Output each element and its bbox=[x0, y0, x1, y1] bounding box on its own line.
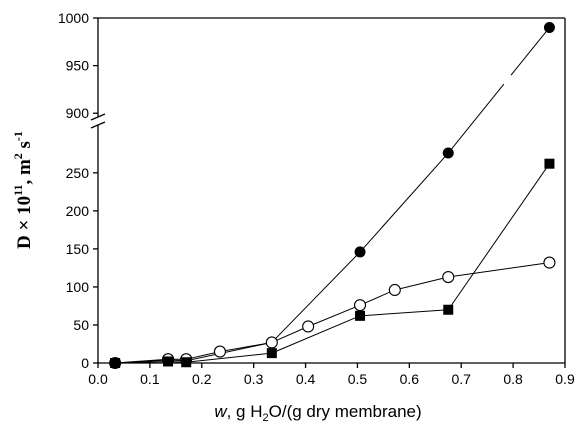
series-segment bbox=[359, 152, 449, 253]
y-axis-ticks: 0 50 100 150 200 250 900 950 1000 bbox=[58, 10, 98, 371]
x-label-pre: , g H bbox=[227, 402, 263, 421]
data-point bbox=[443, 304, 454, 315]
x-tick-label: 0.8 bbox=[503, 371, 523, 387]
x-tick-label: 0.9 bbox=[555, 371, 575, 387]
axis-break-mark bbox=[90, 113, 106, 129]
series-segment bbox=[394, 276, 449, 291]
series-segment bbox=[448, 262, 550, 278]
series-segment bbox=[186, 352, 272, 363]
series-segment bbox=[447, 163, 550, 311]
data-point bbox=[163, 356, 174, 367]
series-segment bbox=[307, 304, 361, 327]
x-tick-label: 0.7 bbox=[451, 371, 471, 387]
data-point bbox=[353, 299, 367, 312]
y-tick-label: 50 bbox=[73, 317, 89, 333]
y-tick-label: 200 bbox=[66, 203, 90, 219]
x-tick-label: 0.3 bbox=[244, 371, 264, 387]
x-label-italic: w bbox=[214, 402, 228, 421]
series-segment bbox=[219, 341, 272, 353]
data-point bbox=[110, 358, 121, 368]
y-axis-label: D × 1011, m2 s-1 bbox=[11, 131, 35, 249]
plot-frame bbox=[97, 17, 566, 364]
y-tick-label: 1000 bbox=[58, 10, 89, 26]
data-point bbox=[388, 283, 401, 297]
y-label-a: D × 10 bbox=[14, 196, 35, 249]
data-point bbox=[544, 158, 555, 169]
series-markers bbox=[109, 22, 556, 370]
data-point bbox=[442, 147, 454, 159]
x-tick-label: 0.5 bbox=[348, 371, 368, 387]
series-segment bbox=[271, 315, 361, 354]
data-point bbox=[354, 246, 366, 258]
data-point bbox=[543, 22, 555, 34]
data-point bbox=[355, 310, 366, 321]
data-point bbox=[302, 320, 315, 333]
series-segment bbox=[115, 360, 169, 364]
x-axis-ticks: 0.0 0.1 0.2 0.3 0.4 0.5 0.6 0.7 0.8 0.9 bbox=[88, 363, 575, 387]
data-point bbox=[265, 336, 278, 349]
data-point bbox=[213, 345, 226, 358]
y-tick-label: 250 bbox=[66, 165, 90, 181]
y-label-sup3: -1 bbox=[11, 131, 25, 141]
y-label-c: s bbox=[14, 141, 35, 153]
x-tick-label: 0.6 bbox=[400, 371, 420, 387]
y-tick-label: 950 bbox=[66, 58, 90, 74]
x-axis-label: w, g H2O/(g dry membrane) bbox=[214, 402, 421, 424]
x-tick-label: 0.4 bbox=[296, 371, 316, 387]
data-point bbox=[442, 270, 455, 284]
series-segment bbox=[359, 289, 396, 306]
data-point bbox=[181, 357, 192, 368]
series-segment bbox=[271, 326, 309, 343]
series-segment bbox=[271, 251, 361, 343]
series-segment bbox=[447, 83, 505, 154]
series-segment bbox=[510, 27, 550, 76]
x-label-post: O/(g dry membrane) bbox=[269, 402, 422, 421]
x-tick-label: 0.0 bbox=[88, 371, 108, 387]
break-slash-1 bbox=[90, 113, 106, 121]
x-tick-label: 0.1 bbox=[140, 371, 160, 387]
x-label-sub: 2 bbox=[263, 412, 269, 424]
y-tick-label: 100 bbox=[66, 279, 90, 295]
data-point bbox=[266, 348, 277, 359]
y-label-b: , m bbox=[14, 159, 35, 185]
x-tick-label: 0.2 bbox=[192, 371, 212, 387]
y-tick-label: 150 bbox=[66, 241, 90, 257]
y-label-sup1: 11 bbox=[11, 185, 25, 196]
series-lines bbox=[115, 27, 550, 364]
break-slash-2 bbox=[90, 121, 106, 129]
y-tick-label: 900 bbox=[66, 105, 90, 121]
y-label-sup2: 2 bbox=[11, 153, 25, 159]
series-segment bbox=[360, 309, 449, 317]
data-point bbox=[543, 256, 556, 269]
y-tick-label: 0 bbox=[81, 355, 89, 371]
series-segment bbox=[186, 341, 272, 362]
